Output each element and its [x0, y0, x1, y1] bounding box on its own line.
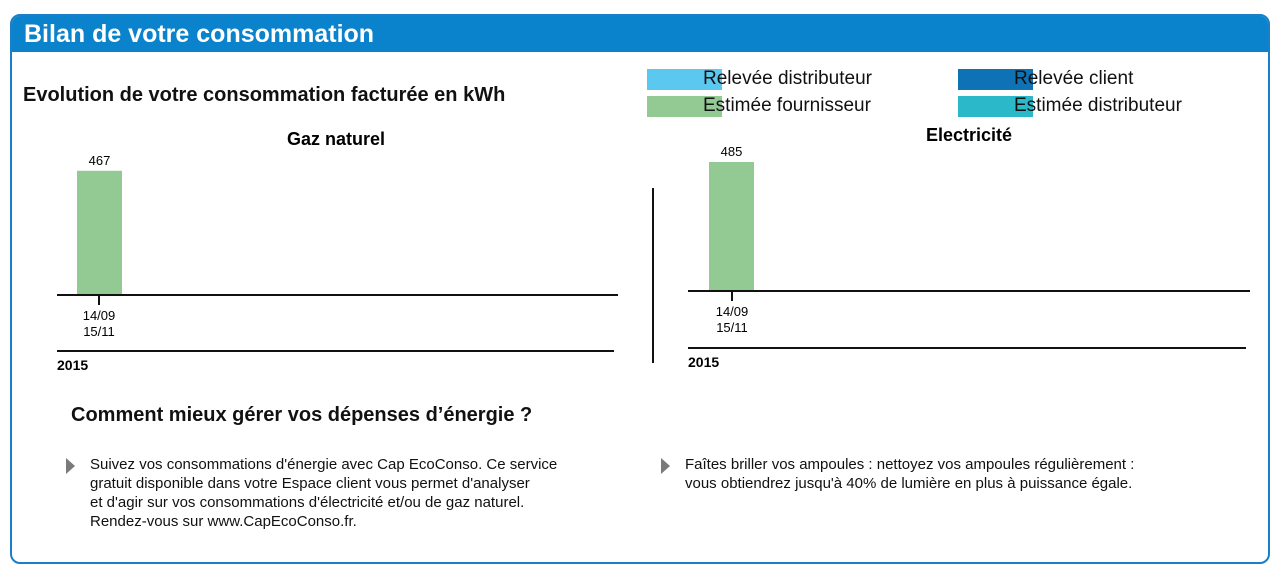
x-tick-label: 15/11: [83, 324, 115, 339]
consumption-summary-panel: Bilan de votre consommation: [10, 14, 1270, 564]
legend-swatch: [647, 96, 722, 117]
bar-value-label: 467: [89, 153, 111, 168]
chart-bar: [77, 170, 122, 295]
bullet-arrow-icon: [66, 458, 75, 474]
legend-label: Relevée client: [1014, 68, 1134, 89]
advice-tip-line: Suivez vos consommations d'énergie avec …: [90, 456, 558, 473]
chart-title: Gaz naturel: [287, 129, 385, 149]
section-title: Evolution de votre consommation facturée…: [23, 84, 506, 106]
bar-value-label: 485: [721, 144, 743, 159]
legend-swatch: [958, 69, 1033, 90]
chart-bar: [709, 161, 754, 291]
legend-label: Relevée distributeur: [703, 68, 872, 89]
x-tick-label: 14/09: [83, 308, 116, 323]
advice-tip-line: et d'agir sur vos consommations d'électr…: [90, 494, 525, 511]
panel-title: Bilan de votre consommation: [12, 16, 1268, 52]
legend-swatch: [647, 69, 722, 90]
chart-separator: [652, 188, 654, 363]
legend-swatch: [958, 96, 1033, 117]
legend-label: Estimée distributeur: [1014, 95, 1182, 116]
x-tick-label: 15/11: [716, 320, 748, 335]
advice-title: Comment mieux gérer vos dépenses d’énerg…: [71, 404, 533, 426]
advice-tip-line: vous obtiendrez jusqu'à 40% de lumière e…: [685, 475, 1133, 492]
year-label: 2015: [57, 357, 88, 373]
advice-tip-line: Rendez-vous sur www.CapEcoConso.fr.: [90, 513, 357, 530]
chart-title: Electricité: [926, 125, 1012, 145]
advice-tip-line: Faîtes briller vos ampoules : nettoyez v…: [685, 456, 1135, 473]
bullet-arrow-icon: [661, 458, 670, 474]
x-tick-label: 14/09: [716, 304, 749, 319]
advice-tip-line: gratuit disponible dans votre Espace cli…: [90, 475, 530, 492]
year-label: 2015: [688, 354, 719, 370]
legend-label: Estimée fournisseur: [703, 95, 871, 116]
advice-tip-text: Suivez vos consommations d'énergie avec …: [90, 455, 557, 531]
advice-tip-text: Faîtes briller vos ampoules : nettoyez v…: [685, 455, 1134, 493]
